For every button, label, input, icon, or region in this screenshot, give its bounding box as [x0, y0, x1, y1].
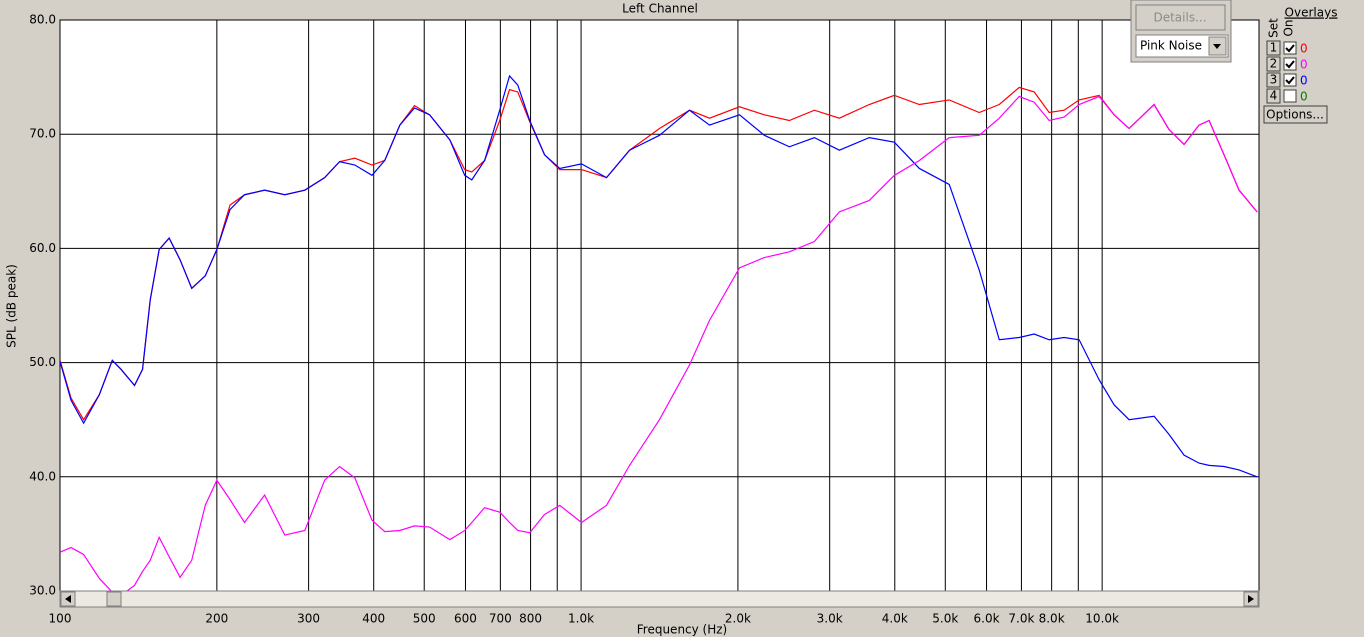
signal-dropdown[interactable]	[1135, 34, 1229, 58]
scroll-thumb[interactable]	[106, 591, 122, 607]
lines	[60, 74, 1258, 591]
x-tick-label: 4.0k	[882, 612, 908, 626]
y-tick-label: 80.0	[29, 13, 56, 27]
set-button[interactable]	[1266, 56, 1281, 72]
arrow-icon	[1213, 44, 1221, 49]
x-tick-label: 200	[205, 612, 228, 626]
y-tick-label: 60.0	[29, 241, 56, 255]
scrollbar[interactable]	[59, 590, 1260, 608]
details-label: Details...	[1153, 11, 1206, 25]
scroll-track[interactable]	[59, 590, 1260, 608]
set-button[interactable]	[1266, 40, 1281, 56]
overlay-checkbox[interactable]	[1283, 41, 1297, 55]
overlays-title: Overlays	[1285, 6, 1338, 20]
x-tick-label: 8.0k	[1039, 612, 1065, 626]
y-axis-label: SPL (dB peak)	[5, 264, 19, 348]
y-tick-label: 50.0	[29, 355, 56, 369]
x-tick-label: 600	[454, 612, 477, 626]
grid	[59, 19, 1259, 592]
chart-title: Left Channel	[622, 2, 698, 16]
overlay-checkbox[interactable]	[1283, 89, 1297, 103]
overlay-rows: 1 0 2 0 3 0 4 0	[1266, 40, 1308, 104]
check-mark	[1285, 60, 1295, 69]
plot-area	[59, 19, 1260, 592]
x-tick-label: 300	[297, 612, 320, 626]
x-tick-label: 10.0k	[1085, 612, 1119, 626]
series-line	[60, 95, 1258, 591]
x-tick-label: 2.0k	[725, 612, 751, 626]
set-number: 1	[1270, 41, 1278, 55]
overlay-value: 0	[1300, 58, 1308, 72]
overlay-value: 0	[1300, 42, 1308, 56]
signal-label: Pink Noise	[1140, 39, 1202, 53]
set-button[interactable]	[1266, 88, 1281, 104]
on-label: On	[1282, 19, 1296, 36]
arrow-icon	[65, 595, 71, 603]
details-button[interactable]	[1135, 4, 1226, 31]
x-tick-label: 400	[362, 612, 385, 626]
set-number: 4	[1270, 89, 1278, 103]
x-tick-label: 700	[489, 612, 512, 626]
overlay-checkbox[interactable]	[1283, 73, 1297, 87]
x-tick-label: 500	[413, 612, 436, 626]
overlay-value: 0	[1300, 90, 1308, 104]
x-tick-label: 800	[519, 612, 542, 626]
set-button[interactable]	[1266, 72, 1281, 88]
x-tick-label: 7.0k	[1008, 612, 1034, 626]
arrow-icon	[1248, 595, 1254, 603]
x-tick-label: 1.0k	[568, 612, 594, 626]
overlay-checkbox[interactable]	[1283, 57, 1297, 71]
x-tick-label: 3.0k	[817, 612, 843, 626]
y-tick-label: 40.0	[29, 469, 56, 483]
set-label: Set	[1267, 18, 1281, 38]
set-number: 2	[1270, 57, 1278, 71]
series-line	[60, 74, 1258, 478]
x-tick-label: 6.0k	[974, 612, 1000, 626]
y-tick-label: 70.0	[29, 127, 56, 141]
options-button[interactable]	[1263, 105, 1328, 124]
set-number: 3	[1270, 73, 1278, 87]
y-tick-label: 30.0	[29, 584, 56, 598]
check-mark	[1285, 44, 1295, 53]
x-tick-label: 5.0k	[932, 612, 958, 626]
x-axis-label: Frequency (Hz)	[637, 623, 728, 637]
check-mark	[1285, 76, 1295, 85]
options-label: Options...	[1266, 108, 1324, 122]
x-tick-label: 100	[49, 612, 72, 626]
overlay-value: 0	[1300, 74, 1308, 88]
